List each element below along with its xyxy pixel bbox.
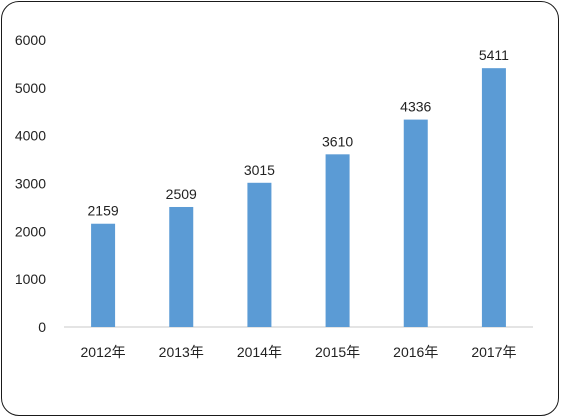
data-label: 4336 — [400, 99, 431, 115]
bar — [91, 223, 116, 327]
x-tick-label: 2012年 — [81, 344, 126, 360]
data-labels: 2159 2509 3015 3610 4336 5411 — [88, 47, 510, 219]
y-tick-label: 3000 — [15, 176, 46, 192]
x-tick-label: 2013年 — [159, 344, 204, 360]
data-label: 2159 — [88, 203, 119, 219]
x-tick-label: 2015年 — [315, 344, 360, 360]
bar — [247, 182, 272, 327]
y-tick-label: 5000 — [15, 80, 46, 96]
bars — [91, 68, 506, 328]
y-tick-label: 2000 — [15, 223, 46, 239]
data-label: 2509 — [166, 186, 197, 202]
bar — [325, 154, 350, 327]
bar — [403, 119, 428, 327]
x-axis-ticks: 2012年 2013年 2014年 2015年 2016年 2017年 — [81, 344, 517, 360]
x-tick-label: 2017年 — [471, 344, 516, 360]
y-tick-label: 6000 — [15, 32, 46, 48]
y-tick-label: 0 — [38, 319, 46, 335]
y-tick-label: 4000 — [15, 128, 46, 144]
y-tick-label: 1000 — [15, 271, 46, 287]
data-label: 3610 — [322, 133, 353, 149]
x-tick-label: 2014年 — [237, 344, 282, 360]
bar — [169, 206, 194, 327]
data-label: 3015 — [244, 162, 275, 178]
bar — [481, 68, 506, 328]
y-axis-ticks: 0 1000 2000 3000 4000 5000 6000 — [15, 32, 46, 335]
data-label: 5411 — [479, 47, 509, 63]
x-tick-label: 2016年 — [393, 344, 438, 360]
